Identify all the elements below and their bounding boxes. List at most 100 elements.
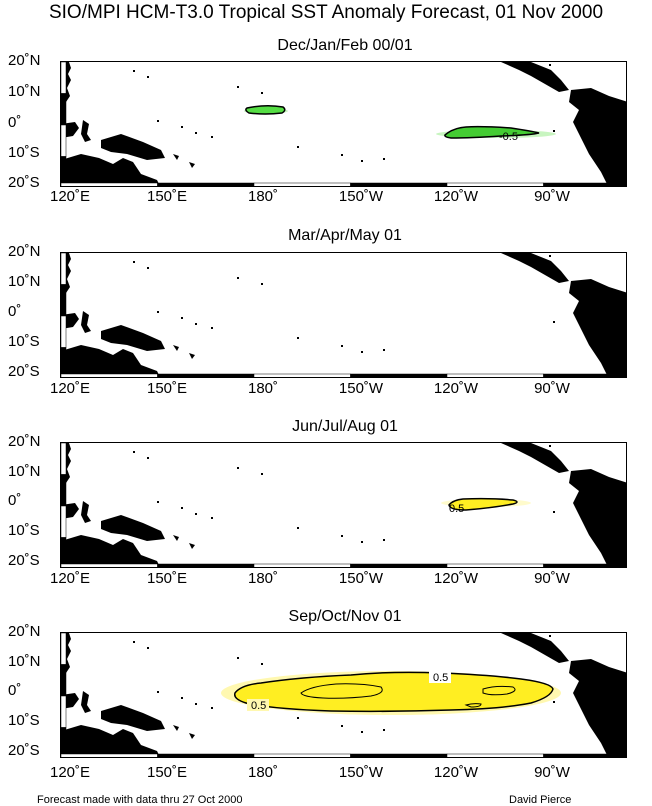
lat-scale-segment — [61, 62, 67, 94]
lon-scale-segment — [61, 563, 158, 567]
lat-label: 10˚S — [8, 712, 40, 729]
island — [157, 120, 159, 122]
island — [549, 64, 551, 66]
land-mass — [173, 345, 179, 351]
lat-scale-segment — [61, 695, 67, 728]
map-panel: 0.5 — [60, 442, 627, 568]
land-mass — [569, 279, 626, 377]
land-mass — [101, 515, 165, 541]
island — [549, 445, 551, 447]
lon-label: 120˚E — [49, 380, 91, 397]
lat-label: 20˚S — [8, 742, 40, 759]
panel-title: Jun/Jul/Aug 01 — [292, 418, 398, 435]
land-mass — [101, 325, 165, 351]
island — [133, 451, 135, 453]
contour-label: -0.5 — [499, 131, 518, 143]
lon-label: 180˚ — [247, 570, 279, 587]
island — [341, 154, 343, 156]
footer-credit: Forecast made with data thru 27 Oct 2000 — [37, 794, 243, 806]
land-mass — [81, 691, 91, 713]
lon-label: 150˚E — [146, 380, 188, 397]
island — [297, 146, 299, 148]
lat-scale-segment — [61, 505, 67, 538]
lon-label: 90˚W — [534, 570, 570, 587]
panel-title: Mar/Apr/May 01 — [288, 227, 402, 244]
inner-contour — [464, 703, 482, 708]
inner-contour — [300, 683, 383, 699]
lat-scale-segment — [61, 474, 67, 507]
land-mass — [189, 353, 195, 359]
lon-scale-segment — [446, 563, 544, 567]
island — [133, 70, 135, 72]
island — [341, 725, 343, 727]
label-bg — [247, 699, 269, 711]
page-title: SIO/MPI HCM-T3.0 Tropical SST Anomaly Fo… — [48, 2, 604, 23]
island — [237, 467, 239, 469]
lon-scale-segment — [61, 373, 158, 377]
island — [181, 126, 183, 128]
lat-label: 0˚ — [8, 682, 22, 699]
island — [147, 647, 149, 649]
lon-label: 150˚W — [338, 764, 384, 781]
lon-label: 120˚W — [433, 764, 479, 781]
land-mass — [173, 725, 179, 731]
lat-label: 0˚ — [8, 492, 22, 509]
island — [383, 349, 385, 351]
island — [383, 158, 385, 160]
positive-contour — [233, 671, 554, 713]
lat-scale-segment — [61, 633, 67, 665]
land-mass — [501, 443, 569, 473]
land-mass — [501, 62, 569, 92]
lat-label: 0˚ — [8, 303, 22, 320]
island — [383, 729, 385, 731]
island — [553, 701, 555, 703]
lat-scale-segment — [61, 124, 67, 157]
island — [195, 132, 197, 134]
lon-scale-segment — [543, 753, 626, 757]
land-mass — [61, 345, 160, 377]
island — [383, 539, 385, 541]
island — [237, 277, 239, 279]
land-mass — [569, 659, 626, 757]
lat-label: 0˚ — [8, 114, 22, 131]
negative-contour — [245, 104, 286, 115]
lat-scale-segment — [61, 537, 67, 567]
lat-label: 10˚N — [8, 273, 41, 290]
island — [297, 717, 299, 719]
lon-scale-segment — [350, 182, 448, 186]
lon-scale-segment — [446, 373, 544, 377]
lon-scale-segment — [350, 373, 448, 377]
lon-scale-segment — [350, 753, 448, 757]
land-mass — [81, 501, 91, 523]
lat-scale-segment — [61, 727, 67, 757]
lon-label: 90˚W — [534, 764, 570, 781]
lon-label: 180˚ — [247, 380, 279, 397]
lat-scale-segment — [61, 315, 67, 348]
island — [133, 641, 135, 643]
land-mass — [61, 725, 160, 757]
lat-label: 20˚S — [8, 174, 40, 191]
island — [361, 731, 363, 733]
land-mass — [189, 162, 195, 168]
island — [237, 657, 239, 659]
map-panel-4: 0.5 0.5 — [61, 633, 626, 757]
land-mass — [81, 311, 91, 333]
lon-label: 120˚W — [433, 380, 479, 397]
island — [181, 507, 183, 509]
island — [553, 321, 555, 323]
lon-scale-segment — [253, 373, 351, 377]
lon-scale-segment — [446, 182, 544, 186]
contour-label: 0.5 — [449, 503, 464, 515]
lon-label: 150˚E — [146, 188, 188, 205]
lat-label: 20˚N — [8, 433, 41, 450]
island — [181, 317, 183, 319]
lat-label: 10˚N — [8, 653, 41, 670]
footer-author: David Pierce — [509, 794, 572, 806]
map-panel-1: -0.5 — [61, 62, 626, 186]
island — [157, 311, 159, 313]
land-mass — [501, 253, 569, 283]
lon-scale-segment — [157, 563, 255, 567]
island — [261, 283, 263, 285]
island — [211, 517, 213, 519]
inner-contour — [482, 685, 516, 696]
